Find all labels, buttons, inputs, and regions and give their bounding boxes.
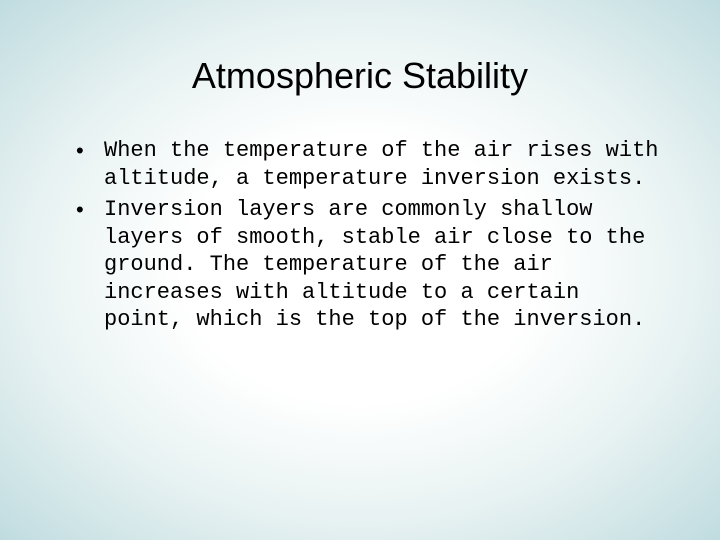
bullet-item: When the temperature of the air rises wi… (70, 137, 660, 192)
bullet-item: Inversion layers are commonly shallow la… (70, 196, 660, 334)
slide-title: Atmospheric Stability (60, 55, 660, 97)
slide: Atmospheric Stability When the temperatu… (0, 0, 720, 540)
bullet-list: When the temperature of the air rises wi… (60, 137, 660, 334)
